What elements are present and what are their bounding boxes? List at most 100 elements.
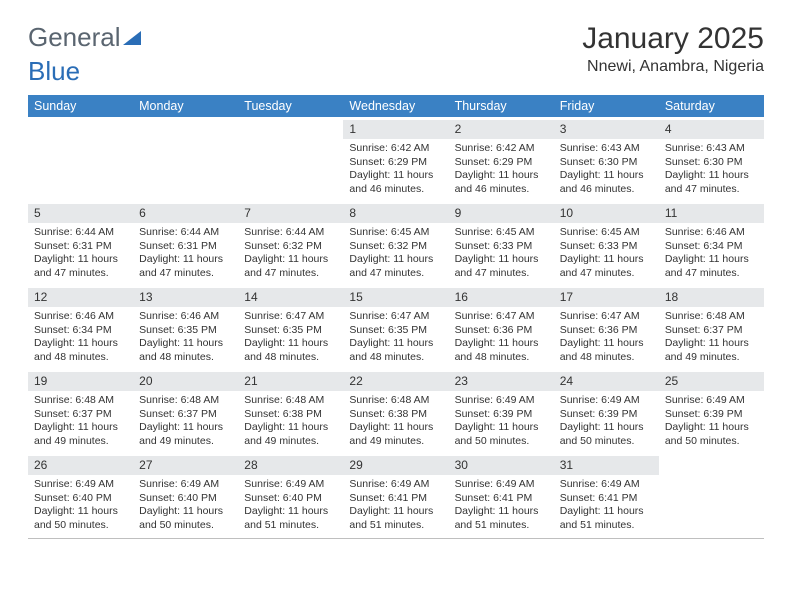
day-detail-text: Sunrise: 6:42 AMSunset: 6:29 PMDaylight:… — [343, 139, 448, 200]
calendar-day-cell: 5Sunrise: 6:44 AMSunset: 6:31 PMDaylight… — [28, 203, 133, 287]
calendar-day-cell — [28, 119, 133, 203]
day-number: 18 — [659, 288, 764, 307]
day-detail-text: Sunrise: 6:44 AMSunset: 6:31 PMDaylight:… — [28, 223, 133, 284]
day-number: 5 — [28, 204, 133, 223]
logo-triangle-icon — [123, 31, 141, 45]
day-detail-text: Sunrise: 6:42 AMSunset: 6:29 PMDaylight:… — [449, 139, 554, 200]
calendar-day-cell — [133, 119, 238, 203]
day-number: 31 — [554, 456, 659, 475]
day-number: 6 — [133, 204, 238, 223]
title-block: January 2025 Nnewi, Anambra, Nigeria — [582, 22, 764, 76]
day-detail-text: Sunrise: 6:47 AMSunset: 6:35 PMDaylight:… — [343, 307, 448, 368]
calendar-day-cell: 17Sunrise: 6:47 AMSunset: 6:36 PMDayligh… — [554, 287, 659, 371]
day-detail-text: Sunrise: 6:44 AMSunset: 6:31 PMDaylight:… — [133, 223, 238, 284]
calendar-day-cell: 30Sunrise: 6:49 AMSunset: 6:41 PMDayligh… — [449, 455, 554, 539]
day-header: Monday — [133, 95, 238, 119]
day-detail-text: Sunrise: 6:49 AMSunset: 6:41 PMDaylight:… — [554, 475, 659, 536]
calendar-day-cell: 7Sunrise: 6:44 AMSunset: 6:32 PMDaylight… — [238, 203, 343, 287]
day-number: 16 — [449, 288, 554, 307]
calendar-day-cell — [659, 455, 764, 539]
calendar-day-cell: 20Sunrise: 6:48 AMSunset: 6:37 PMDayligh… — [133, 371, 238, 455]
calendar-day-cell: 14Sunrise: 6:47 AMSunset: 6:35 PMDayligh… — [238, 287, 343, 371]
calendar-day-cell: 31Sunrise: 6:49 AMSunset: 6:41 PMDayligh… — [554, 455, 659, 539]
day-detail-text: Sunrise: 6:49 AMSunset: 6:40 PMDaylight:… — [133, 475, 238, 536]
day-number: 26 — [28, 456, 133, 475]
calendar-day-cell: 4Sunrise: 6:43 AMSunset: 6:30 PMDaylight… — [659, 119, 764, 203]
day-detail-text: Sunrise: 6:46 AMSunset: 6:35 PMDaylight:… — [133, 307, 238, 368]
day-detail-text: Sunrise: 6:46 AMSunset: 6:34 PMDaylight:… — [28, 307, 133, 368]
day-header: Wednesday — [343, 95, 448, 119]
day-detail-text: Sunrise: 6:49 AMSunset: 6:41 PMDaylight:… — [343, 475, 448, 536]
calendar-day-cell: 15Sunrise: 6:47 AMSunset: 6:35 PMDayligh… — [343, 287, 448, 371]
calendar-week-row: 5Sunrise: 6:44 AMSunset: 6:31 PMDaylight… — [28, 203, 764, 287]
day-number: 19 — [28, 372, 133, 391]
brand-part1: General — [28, 22, 121, 53]
day-detail-text: Sunrise: 6:45 AMSunset: 6:32 PMDaylight:… — [343, 223, 448, 284]
calendar-day-cell: 16Sunrise: 6:47 AMSunset: 6:36 PMDayligh… — [449, 287, 554, 371]
calendar-day-cell: 21Sunrise: 6:48 AMSunset: 6:38 PMDayligh… — [238, 371, 343, 455]
day-detail-text: Sunrise: 6:47 AMSunset: 6:36 PMDaylight:… — [449, 307, 554, 368]
day-number: 13 — [133, 288, 238, 307]
day-header: Sunday — [28, 95, 133, 119]
day-number: 25 — [659, 372, 764, 391]
calendar-week-row: 19Sunrise: 6:48 AMSunset: 6:37 PMDayligh… — [28, 371, 764, 455]
day-number: 21 — [238, 372, 343, 391]
location-text: Nnewi, Anambra, Nigeria — [582, 58, 764, 76]
day-number: 10 — [554, 204, 659, 223]
day-number — [659, 456, 764, 460]
day-number: 9 — [449, 204, 554, 223]
day-number: 8 — [343, 204, 448, 223]
calendar-day-cell: 2Sunrise: 6:42 AMSunset: 6:29 PMDaylight… — [449, 119, 554, 203]
day-number: 30 — [449, 456, 554, 475]
calendar-day-cell: 22Sunrise: 6:48 AMSunset: 6:38 PMDayligh… — [343, 371, 448, 455]
day-detail-text: Sunrise: 6:48 AMSunset: 6:38 PMDaylight:… — [238, 391, 343, 452]
day-detail-text: Sunrise: 6:49 AMSunset: 6:40 PMDaylight:… — [238, 475, 343, 536]
day-number: 12 — [28, 288, 133, 307]
day-detail-text: Sunrise: 6:48 AMSunset: 6:38 PMDaylight:… — [343, 391, 448, 452]
day-detail-text: Sunrise: 6:48 AMSunset: 6:37 PMDaylight:… — [28, 391, 133, 452]
day-number — [238, 120, 343, 124]
day-number: 23 — [449, 372, 554, 391]
day-detail-text: Sunrise: 6:49 AMSunset: 6:40 PMDaylight:… — [28, 475, 133, 536]
day-header: Saturday — [659, 95, 764, 119]
calendar-week-row: 26Sunrise: 6:49 AMSunset: 6:40 PMDayligh… — [28, 455, 764, 539]
calendar-day-cell: 29Sunrise: 6:49 AMSunset: 6:41 PMDayligh… — [343, 455, 448, 539]
calendar-day-cell: 24Sunrise: 6:49 AMSunset: 6:39 PMDayligh… — [554, 371, 659, 455]
calendar-week-row: 12Sunrise: 6:46 AMSunset: 6:34 PMDayligh… — [28, 287, 764, 371]
calendar-day-cell: 23Sunrise: 6:49 AMSunset: 6:39 PMDayligh… — [449, 371, 554, 455]
calendar-day-cell: 11Sunrise: 6:46 AMSunset: 6:34 PMDayligh… — [659, 203, 764, 287]
day-number: 24 — [554, 372, 659, 391]
day-number: 3 — [554, 120, 659, 139]
day-detail-text: Sunrise: 6:49 AMSunset: 6:39 PMDaylight:… — [554, 391, 659, 452]
day-detail-text: Sunrise: 6:45 AMSunset: 6:33 PMDaylight:… — [449, 223, 554, 284]
day-header-row: SundayMondayTuesdayWednesdayThursdayFrid… — [28, 95, 764, 119]
day-number: 4 — [659, 120, 764, 139]
day-header: Thursday — [449, 95, 554, 119]
day-number: 2 — [449, 120, 554, 139]
day-detail-text: Sunrise: 6:47 AMSunset: 6:35 PMDaylight:… — [238, 307, 343, 368]
calendar-day-cell: 8Sunrise: 6:45 AMSunset: 6:32 PMDaylight… — [343, 203, 448, 287]
day-number: 1 — [343, 120, 448, 139]
day-number: 14 — [238, 288, 343, 307]
day-number: 29 — [343, 456, 448, 475]
calendar-day-cell: 27Sunrise: 6:49 AMSunset: 6:40 PMDayligh… — [133, 455, 238, 539]
day-number: 7 — [238, 204, 343, 223]
day-detail-text: Sunrise: 6:44 AMSunset: 6:32 PMDaylight:… — [238, 223, 343, 284]
calendar-day-cell: 28Sunrise: 6:49 AMSunset: 6:40 PMDayligh… — [238, 455, 343, 539]
day-header: Friday — [554, 95, 659, 119]
calendar-day-cell: 12Sunrise: 6:46 AMSunset: 6:34 PMDayligh… — [28, 287, 133, 371]
calendar-day-cell: 1Sunrise: 6:42 AMSunset: 6:29 PMDaylight… — [343, 119, 448, 203]
day-number — [28, 120, 133, 124]
day-number: 28 — [238, 456, 343, 475]
calendar-day-cell: 13Sunrise: 6:46 AMSunset: 6:35 PMDayligh… — [133, 287, 238, 371]
calendar-day-cell: 6Sunrise: 6:44 AMSunset: 6:31 PMDaylight… — [133, 203, 238, 287]
day-number: 22 — [343, 372, 448, 391]
day-detail-text: Sunrise: 6:46 AMSunset: 6:34 PMDaylight:… — [659, 223, 764, 284]
day-number: 11 — [659, 204, 764, 223]
calendar-day-cell: 26Sunrise: 6:49 AMSunset: 6:40 PMDayligh… — [28, 455, 133, 539]
month-title: January 2025 — [582, 22, 764, 56]
day-detail-text: Sunrise: 6:45 AMSunset: 6:33 PMDaylight:… — [554, 223, 659, 284]
brand-logo: General — [28, 22, 141, 53]
day-number: 15 — [343, 288, 448, 307]
calendar-table: SundayMondayTuesdayWednesdayThursdayFrid… — [28, 95, 764, 539]
